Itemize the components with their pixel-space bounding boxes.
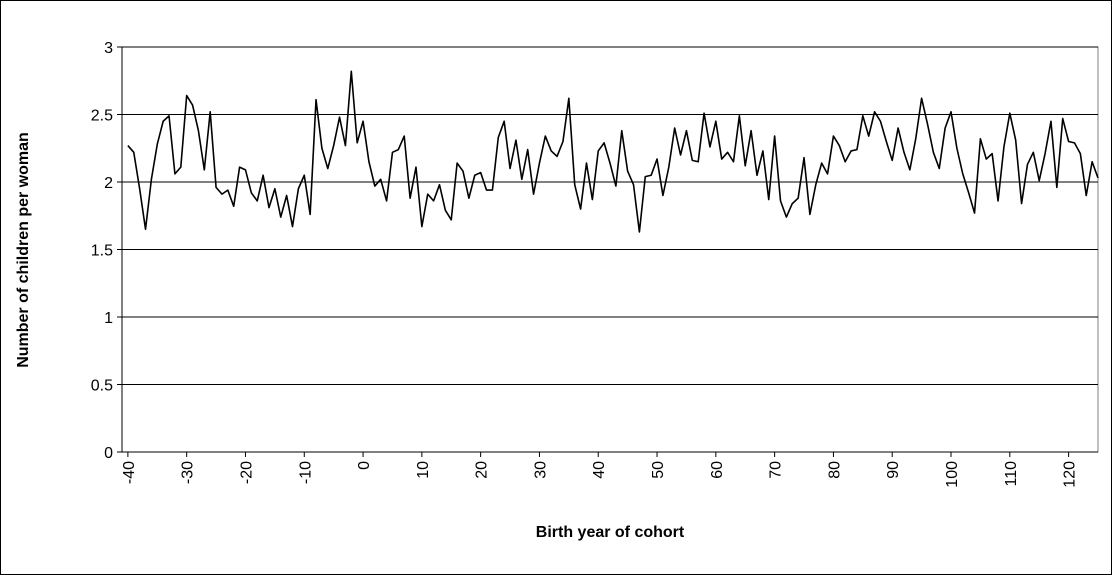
y-tick-label: 0.5 xyxy=(91,378,113,395)
y-axis-title: Number of children per woman xyxy=(15,132,32,368)
x-tick-label: 90 xyxy=(885,461,902,479)
y-tick-label: 2.5 xyxy=(91,108,113,125)
x-tick-label: 80 xyxy=(826,461,843,479)
x-tick-label: 20 xyxy=(474,461,491,479)
x-axis-title: Birth year of cohort xyxy=(536,524,685,541)
y-tick-label: 1 xyxy=(104,310,113,327)
data-line xyxy=(127,70,1099,233)
x-tick-label: 30 xyxy=(532,461,549,479)
x-tick-label: 50 xyxy=(650,461,667,479)
y-tick-label: 1.5 xyxy=(91,243,113,260)
x-tick-label: 70 xyxy=(768,461,785,479)
x-tick-label: 60 xyxy=(709,461,726,479)
y-tick-label: 3 xyxy=(104,40,113,57)
x-tick-label: 120 xyxy=(1062,461,1079,488)
x-tick-label: -40 xyxy=(121,461,138,484)
x-tick-label: 100 xyxy=(944,461,961,488)
y-tick-label: 0 xyxy=(104,445,113,462)
x-tick-label: 40 xyxy=(591,461,608,479)
x-tick-label: -30 xyxy=(180,461,197,484)
x-tick-label: 10 xyxy=(415,461,432,479)
x-tick-label: -10 xyxy=(297,461,314,484)
x-tick-label: 0 xyxy=(356,461,373,470)
y-tick-label: 2 xyxy=(104,175,113,192)
x-tick-label: 110 xyxy=(1003,461,1020,487)
x-tick-label: -20 xyxy=(238,461,255,484)
